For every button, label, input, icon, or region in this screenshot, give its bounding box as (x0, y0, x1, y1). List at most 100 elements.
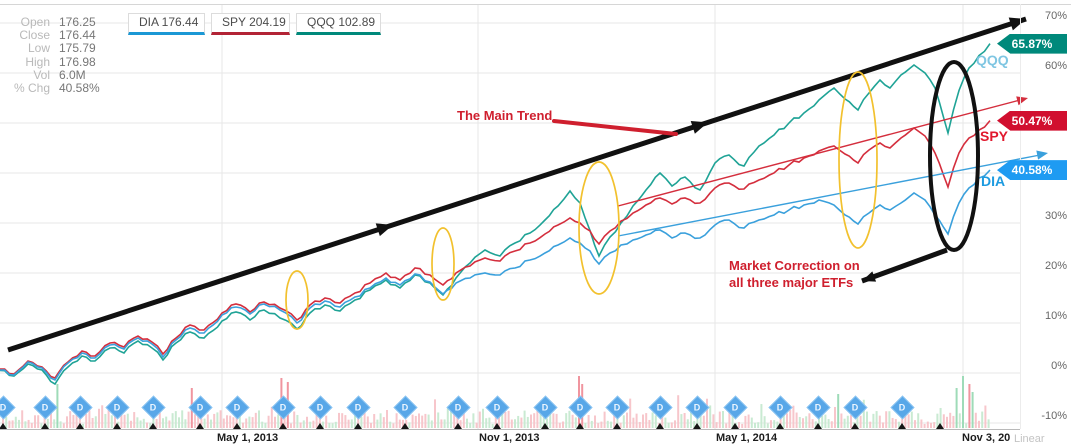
main-trend-annotation: The Main Trend (457, 108, 553, 123)
volume-bar (933, 422, 936, 428)
volume-bar (504, 411, 507, 428)
volume-bar (325, 415, 328, 428)
volume-bar (917, 413, 920, 428)
volume-bar (840, 413, 843, 428)
volume-bar (315, 408, 318, 428)
volume-bar (834, 406, 836, 428)
volume-bar (664, 417, 667, 428)
volume-bar (34, 415, 36, 428)
volume-bar (312, 420, 315, 428)
volume-bar (626, 412, 628, 428)
volume-bar (120, 412, 123, 428)
volume-bar (328, 423, 331, 428)
x-axis-label-nov-2013: Nov 1, 2013 (479, 432, 540, 444)
volume-bar (389, 421, 392, 428)
volume-bar (949, 412, 952, 428)
x-axis-tick-triangle (493, 423, 501, 429)
volume-bar (21, 410, 24, 428)
volume-bar (539, 410, 542, 428)
volume-bar (139, 420, 142, 428)
volume-bar (584, 422, 587, 428)
volume-bar (571, 414, 574, 428)
volume-bar (72, 414, 75, 428)
volume-bar (226, 415, 228, 428)
price-badge-dia: 40.58% (997, 160, 1067, 181)
volume-bar (334, 421, 337, 428)
volume-bar (126, 413, 129, 428)
y-axis-label-60%: 60% (1044, 60, 1067, 72)
volume-bar (56, 384, 59, 428)
correction-highlight-ellipse (431, 227, 455, 301)
volume-bar (942, 414, 945, 428)
volume-bar (94, 416, 97, 428)
volume-bar (654, 415, 657, 428)
dividend-marker-letter: D (899, 402, 906, 413)
ohlc-high-label: High (25, 54, 50, 69)
SPY-line (0, 120, 991, 379)
volume-bar (981, 411, 984, 428)
volume-bar (635, 413, 638, 428)
volume-bar (488, 417, 491, 428)
volume-bar (318, 417, 321, 428)
volume-bar (750, 417, 753, 428)
volume-bar (446, 408, 449, 428)
volume-bar (424, 413, 427, 428)
volume-bar (936, 413, 939, 428)
ohlc-row: Low 175.79 (6, 42, 100, 55)
SPY-trendline (617, 99, 1021, 207)
volume-bar (741, 423, 744, 428)
ohlc-chg-label: % Chg (13, 81, 50, 96)
volume-bar (843, 418, 846, 428)
correction-highlight-ellipse (285, 270, 309, 330)
volume-bar (152, 417, 155, 428)
volume-bar (613, 414, 616, 428)
x-axis-tick-triangle (401, 423, 409, 429)
volume-bar (146, 422, 148, 428)
volume-bar (344, 415, 347, 428)
legend-chip-qqq[interactable]: QQQ 102.89 (296, 13, 381, 35)
x-axis-tick-triangle (196, 423, 204, 429)
main-trend-arrow (7, 16, 1027, 353)
legend-chip-spy[interactable]: SPY 204.19 (211, 13, 290, 35)
legend-chip-dia[interactable]: DIA 176.44 (128, 13, 205, 35)
x-axis-label-may-2013: May 1, 2013 (217, 432, 279, 444)
ohlc-row: Vol 6.0M (6, 68, 100, 82)
volume-bar (786, 413, 788, 428)
series-label-dia: DIA (981, 173, 1006, 189)
volume-bar (347, 419, 350, 428)
volume-bar (677, 395, 680, 428)
volume-bar (107, 410, 110, 428)
volume-bar (248, 416, 251, 428)
volume-bar (181, 410, 184, 428)
volume-bar (802, 418, 804, 428)
volume-bar (987, 419, 990, 428)
volume-bar (555, 413, 558, 428)
volume-bar (514, 419, 516, 428)
y-axis-label-30%: 30% (1044, 210, 1067, 222)
volume-bar (594, 415, 596, 428)
dividend-marker-letter: D (732, 402, 739, 413)
QQQ-line (0, 43, 991, 386)
volume-bar (174, 411, 177, 428)
x-axis-tick-triangle (113, 423, 121, 429)
volume-bar (158, 412, 161, 428)
volume-bar (706, 398, 708, 428)
volume-bar (878, 415, 881, 428)
correction-highlight-ellipse (838, 71, 878, 249)
volume-bar (875, 411, 878, 428)
volume-bar (946, 416, 948, 428)
volume-bar (350, 419, 353, 428)
volume-bar (974, 412, 977, 428)
y-axis-label--10%: -10% (1041, 410, 1067, 422)
dividend-marker-letter: D (852, 402, 859, 413)
volume-bar (162, 418, 164, 428)
main-trend-mid-arrowhead (375, 223, 393, 237)
volume-bar (926, 421, 929, 428)
volume-bar (629, 398, 632, 428)
volume-bar (357, 414, 360, 428)
price-badge-spy: 50.47% (997, 110, 1067, 131)
volume-bar (667, 422, 670, 428)
volume-bar (792, 405, 795, 428)
volume-bar (530, 414, 532, 428)
volume-bar (763, 416, 766, 428)
